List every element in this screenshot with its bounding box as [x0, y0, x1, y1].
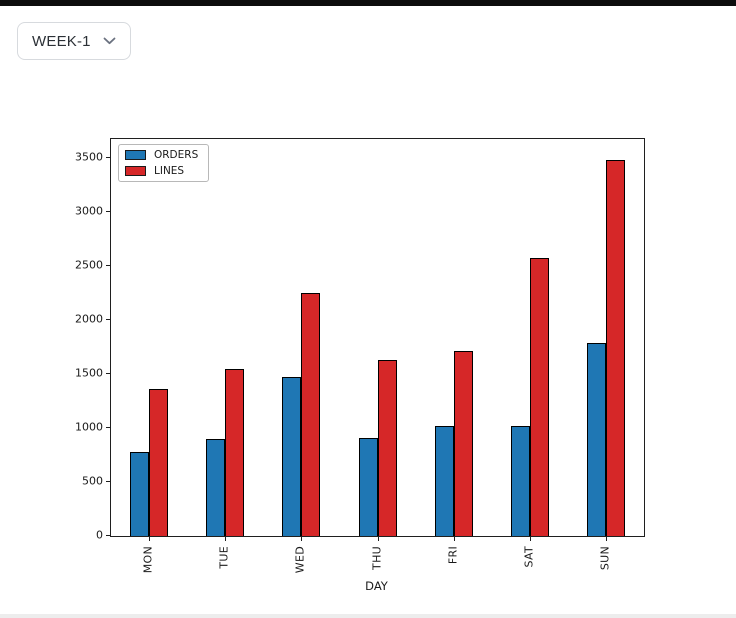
y-tick-label: 0: [96, 528, 103, 542]
bar-group-fri: [434, 351, 473, 536]
bar-lines-fri: [453, 351, 473, 536]
bar-group-sun: [587, 159, 625, 536]
y-tick-label: 500: [82, 474, 103, 488]
bar-lines-sat: [529, 257, 549, 536]
bar-lines-tue: [225, 368, 245, 536]
y-tick-mark: [106, 210, 110, 212]
week-selector[interactable]: WEEK-1: [17, 22, 131, 60]
x-tick-label-mon: MON: [141, 546, 155, 574]
y-tick-mark: [106, 481, 110, 482]
x-tick-label-sun: SUN: [598, 546, 612, 571]
bar-lines-mon: [149, 389, 168, 536]
x-tick-label-fri: FRI: [446, 546, 460, 565]
bar-lines-thu: [377, 359, 397, 536]
bar-orders-mon: [130, 452, 149, 536]
week-selector-label: WEEK-1: [32, 32, 91, 50]
bar-orders-fri: [434, 426, 454, 536]
y-axis: 0 500 1000 1500 2000 2500 3000 3500: [66, 138, 103, 540]
x-tick-label-thu: THU: [370, 546, 383, 570]
y-tick-mark: [106, 535, 110, 536]
x-tick-label-tue: TUE: [217, 546, 231, 569]
x-tick-mark: [377, 537, 379, 541]
bar-lines-wed: [301, 293, 321, 536]
plot-area: ORDERS LINES: [106, 138, 645, 541]
chart-figure: 0 500 1000 1500 2000 2500 3000 3500 ORDERS LINES…: [66, 125, 660, 595]
y-tick-label: 3000: [75, 204, 103, 218]
bar-group-wed: [282, 293, 321, 536]
chevron-down-icon: [103, 37, 116, 45]
x-axis: MON TUE WED THU FRI SAT SUN: [110, 540, 643, 582]
bar-orders-sat: [510, 426, 530, 536]
legend-label: LINES: [154, 164, 185, 177]
bar-lines-sun: [606, 159, 625, 536]
y-tick-label: 1000: [75, 420, 103, 434]
y-tick-label: 1500: [75, 366, 103, 380]
bar-group-sat: [510, 257, 549, 536]
y-tick-label: 2000: [75, 312, 103, 326]
legend: ORDERS LINES: [118, 144, 210, 182]
x-tick-mark: [149, 537, 150, 541]
bar-group-thu: [358, 359, 397, 536]
bar-orders-sun: [587, 342, 606, 536]
x-tick-mark: [453, 537, 455, 541]
y-tick-mark: [106, 426, 110, 428]
bar-orders-wed: [282, 377, 302, 536]
legend-swatch-orders: [125, 150, 146, 161]
bar-group-tue: [206, 368, 245, 536]
top-bar: [0, 0, 736, 6]
legend-label: ORDERS: [154, 149, 199, 161]
y-tick-mark: [106, 156, 110, 158]
bar-orders-tue: [206, 439, 226, 536]
x-axis-label: DAY: [365, 579, 388, 593]
x-tick-mark: [606, 537, 607, 541]
x-tick-mark: [225, 537, 227, 541]
footer-strip: [0, 614, 736, 618]
y-tick-mark: [106, 264, 110, 266]
legend-item-lines: LINES: [125, 164, 198, 177]
x-tick-label-wed: WED: [293, 546, 307, 574]
x-tick-label-sat: SAT: [522, 546, 536, 568]
y-tick-mark: [106, 318, 110, 320]
legend-swatch-lines: [125, 165, 146, 176]
x-tick-mark: [529, 537, 531, 541]
bar-orders-thu: [358, 438, 378, 536]
bar-group-mon: [130, 389, 168, 536]
legend-item-orders: ORDERS: [125, 150, 198, 161]
y-tick-mark: [106, 372, 110, 374]
x-tick-mark: [301, 537, 303, 541]
y-tick-label: 3500: [75, 150, 103, 164]
y-tick-label: 2500: [75, 258, 103, 272]
